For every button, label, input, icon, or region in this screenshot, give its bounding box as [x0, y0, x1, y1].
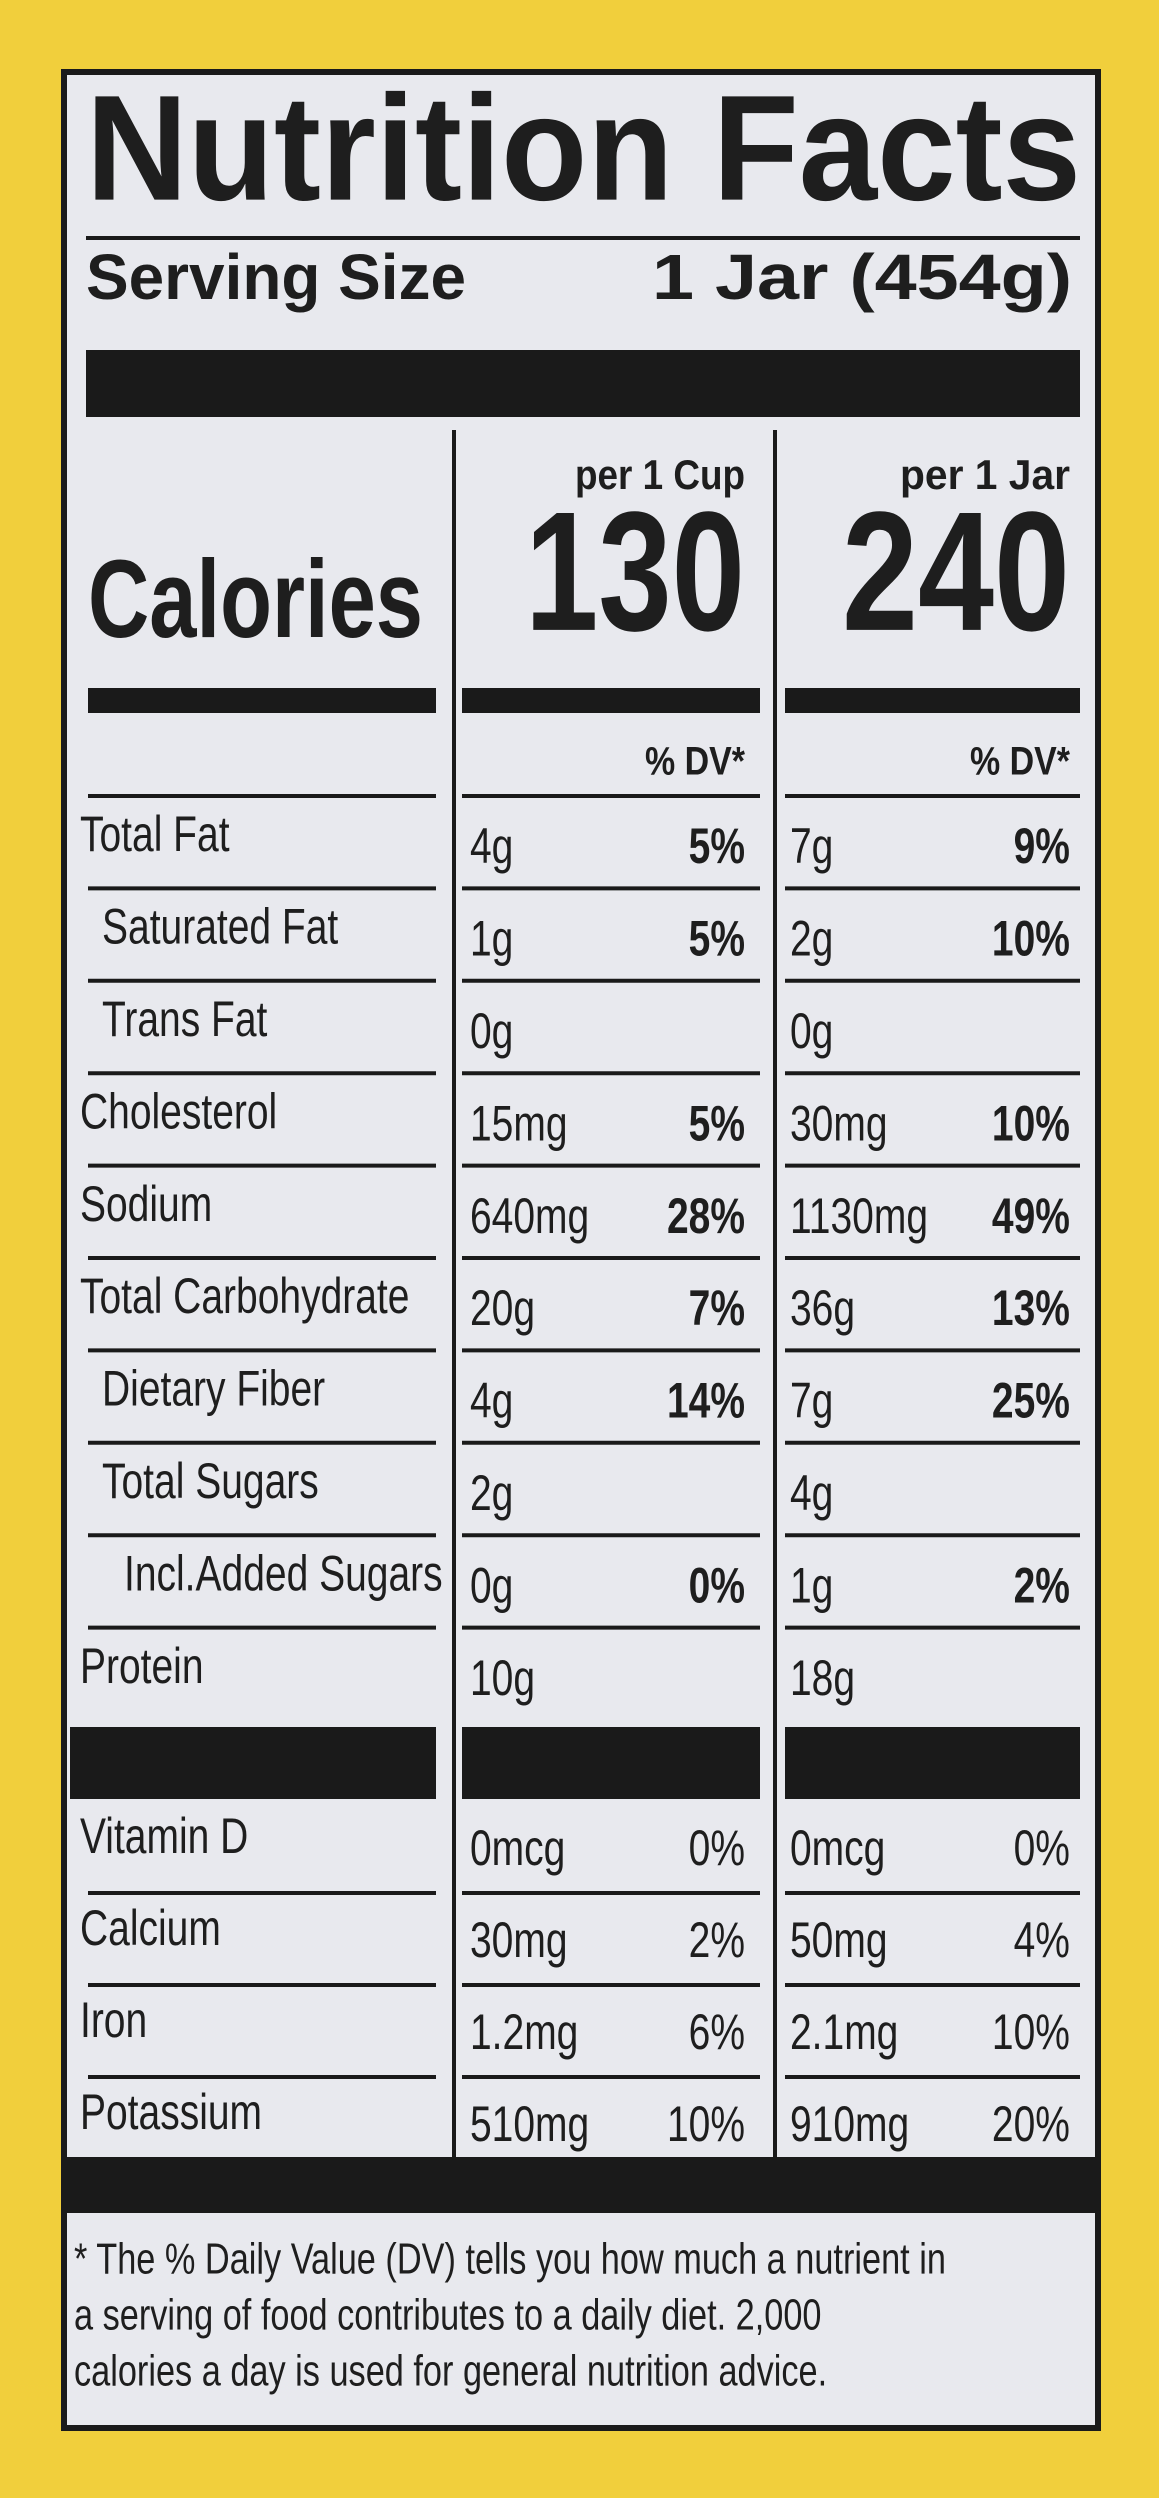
serving-label: Serving Size — [86, 241, 466, 313]
amount: 30mg — [470, 1911, 568, 1968]
amount: 2g — [470, 1464, 513, 1521]
amount: 30mg — [790, 1095, 888, 1152]
amount: 18g — [790, 1649, 855, 1706]
daily-value: 10% — [992, 910, 1070, 967]
nutrient-name: Total Fat — [80, 805, 230, 862]
daily-value: 7% — [689, 1279, 745, 1336]
bar — [462, 688, 760, 713]
thick-bar — [86, 350, 1080, 417]
amount: 2.1mg — [790, 2003, 898, 2060]
calories-value: 240 — [842, 477, 1070, 667]
amount: 10g — [470, 1649, 535, 1706]
nutrient-name: Total Sugars — [102, 1452, 319, 1509]
amount: 1g — [470, 910, 513, 967]
dv-header: % DV* — [645, 740, 745, 784]
daily-value: 9% — [1014, 817, 1070, 874]
nutrient-name: Total Carbohydrate — [80, 1267, 409, 1324]
calories-value: 130 — [525, 477, 745, 667]
amount: 510mg — [470, 2095, 589, 2152]
nutrient-name: Protein — [80, 1637, 204, 1694]
daily-value: 0% — [689, 1819, 745, 1876]
nutrient-name: Potassium — [80, 2083, 262, 2140]
column-header: per 1 Cup — [575, 451, 745, 498]
amount: 4g — [790, 1464, 833, 1521]
daily-value: 2% — [1014, 1557, 1070, 1614]
daily-value: 13% — [992, 1279, 1070, 1336]
nutrient-name: Trans Fat — [102, 990, 268, 1047]
daily-value: 14% — [667, 1372, 745, 1429]
daily-value: 6% — [689, 2003, 745, 2060]
amount: 910mg — [790, 2095, 909, 2152]
daily-value: 2% — [689, 1911, 745, 1968]
amount: 50mg — [790, 1911, 888, 1968]
footnote: calories a day is used for general nutri… — [74, 2347, 827, 2396]
daily-value: 4% — [1014, 1911, 1070, 1968]
amount: 640mg — [470, 1187, 589, 1244]
amount: 1g — [790, 1557, 833, 1614]
daily-value: 20% — [992, 2095, 1070, 2152]
bar — [785, 1727, 1080, 1799]
daily-value: 25% — [992, 1372, 1070, 1429]
amount: 0g — [470, 1002, 513, 1059]
amount: 0mcg — [470, 1819, 565, 1876]
dv-header: % DV* — [970, 740, 1070, 784]
nutrient-name: Cholesterol — [80, 1083, 277, 1140]
bar — [462, 1727, 760, 1799]
bar — [88, 688, 436, 713]
daily-value: 0% — [1014, 1819, 1070, 1876]
amount: 1.2mg — [470, 2003, 578, 2060]
amount: 0mcg — [790, 1819, 885, 1876]
amount: 15mg — [470, 1095, 568, 1152]
nutrient-name: Dietary Fiber — [102, 1360, 325, 1417]
bar — [70, 1727, 436, 1799]
amount: 7g — [790, 1372, 833, 1429]
amount: 1130mg — [790, 1187, 928, 1244]
footnote: * The % Daily Value (DV) tells you how m… — [74, 2235, 946, 2284]
bar — [785, 688, 1080, 713]
amount: 7g — [790, 817, 833, 874]
daily-value: 10% — [992, 1095, 1070, 1152]
serving-value: 1 Jar (454g) — [652, 241, 1072, 313]
footnote: a serving of food contributes to a daily… — [74, 2291, 821, 2340]
nutrient-name: Vitamin D — [80, 1807, 248, 1864]
column-header: per 1 Jar — [900, 451, 1070, 498]
daily-value: 28% — [667, 1187, 745, 1244]
nutrient-name: Iron — [80, 1991, 147, 2048]
daily-value: 5% — [689, 817, 745, 874]
daily-value: 10% — [667, 2095, 745, 2152]
daily-value: 10% — [992, 2003, 1070, 2060]
amount: 0g — [790, 1002, 833, 1059]
daily-value: 5% — [689, 910, 745, 967]
calories-label: Calories — [88, 538, 423, 661]
amount: 2g — [790, 910, 833, 967]
amount: 36g — [790, 1279, 855, 1336]
bar — [64, 2157, 1098, 2213]
nutrient-name: Sodium — [80, 1175, 212, 1232]
amount: 4g — [470, 817, 513, 874]
nutrient-name: Incl.Added Sugars — [124, 1545, 443, 1602]
nutrient-name: Saturated Fat — [102, 898, 339, 955]
nutrient-name: Calcium — [80, 1899, 221, 1956]
amount: 20g — [470, 1279, 535, 1336]
daily-value: 49% — [992, 1187, 1070, 1244]
daily-value: 5% — [689, 1095, 745, 1152]
label-panel — [61, 69, 1101, 2431]
title: Nutrition Facts — [86, 64, 1081, 232]
amount: 4g — [470, 1372, 513, 1429]
amount: 0g — [470, 1557, 513, 1614]
daily-value: 0% — [689, 1557, 745, 1614]
